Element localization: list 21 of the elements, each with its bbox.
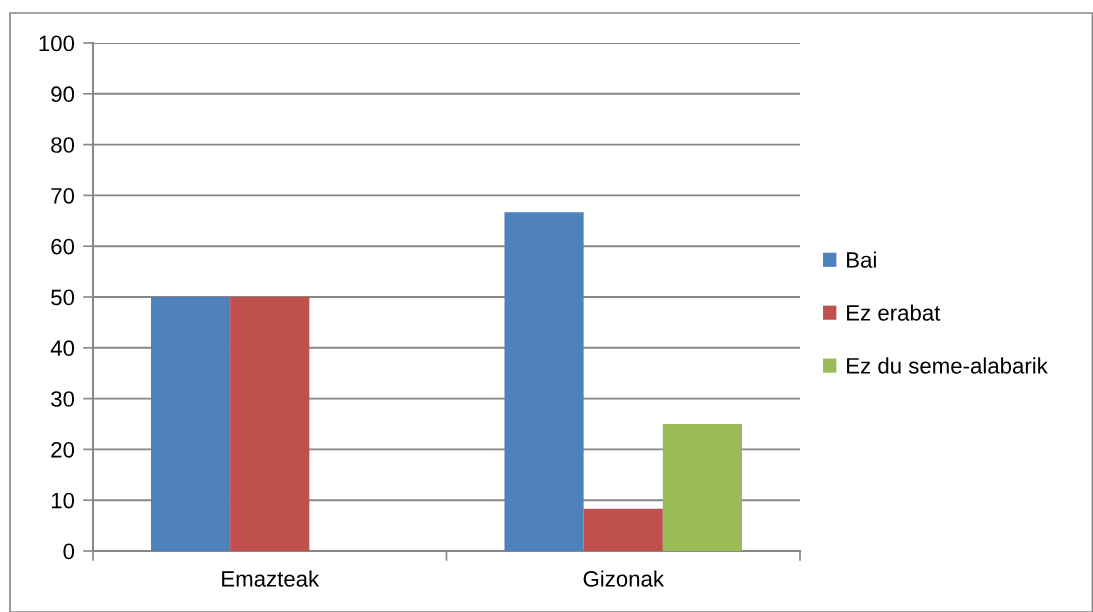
y-tick-label: 20 (51, 441, 75, 458)
y-tick-label: 80 (51, 137, 75, 153)
legend-label: Ez du seme-alabarik (847, 357, 1048, 374)
bar (504, 212, 584, 551)
legend-label: Bai (847, 251, 876, 268)
bar (150, 297, 231, 551)
bar (662, 424, 743, 551)
y-tick-label: 0 (63, 543, 75, 560)
bar (583, 508, 663, 551)
y-tick-label: 40 (50, 340, 75, 357)
y-tick-label: 50 (51, 289, 75, 306)
bar (230, 297, 310, 551)
y-tick-label: 10 (51, 492, 75, 509)
y-tick-label: 30 (51, 391, 75, 407)
y-tick-label: 90 (51, 86, 75, 103)
x-tick-label: Emazteak (222, 570, 320, 587)
x-tick-label: Gizonak (583, 570, 665, 587)
y-tick-label: 100 (39, 35, 75, 52)
y-tick-label: 70 (51, 187, 75, 204)
y-tick-label: 60 (51, 238, 75, 255)
legend-label: Ez erabat (847, 304, 941, 321)
